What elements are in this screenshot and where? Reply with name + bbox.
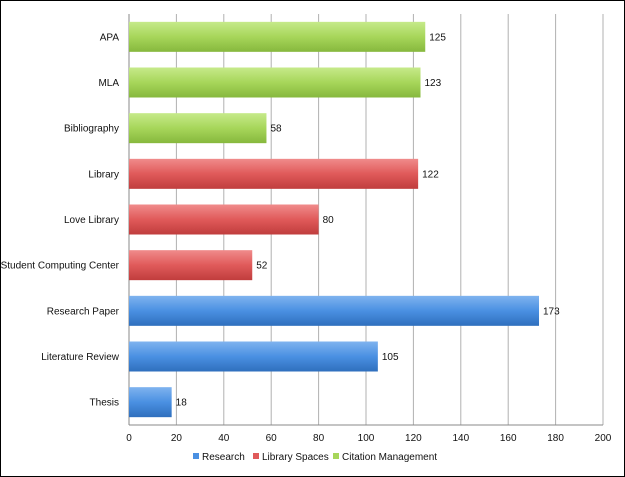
category-label: Library xyxy=(88,169,119,180)
data-label: 18 xyxy=(176,398,188,409)
x-tick-label: 140 xyxy=(452,433,469,444)
bar xyxy=(129,21,426,52)
x-tick-label: 160 xyxy=(500,433,517,444)
legend-label: Library Spaces xyxy=(262,452,329,463)
legend-swatch xyxy=(333,453,339,459)
bars xyxy=(129,21,540,418)
legend-swatch xyxy=(253,453,259,459)
bar xyxy=(129,113,267,144)
category-label: APA xyxy=(100,32,120,43)
x-tick-label: 20 xyxy=(171,433,183,444)
category-label: Student Computing Center xyxy=(1,261,120,272)
data-label: 80 xyxy=(323,215,335,226)
bar xyxy=(129,387,172,418)
legend-label: Citation Management xyxy=(342,452,437,463)
bar xyxy=(129,158,419,189)
bar xyxy=(129,250,253,281)
bar xyxy=(129,67,421,98)
data-label: 123 xyxy=(425,78,442,89)
legend-label: Research xyxy=(202,452,245,463)
x-tick-label: 60 xyxy=(266,433,278,444)
data-label: 173 xyxy=(543,306,560,317)
x-tick-label: 40 xyxy=(218,433,230,444)
category-label: Thesis xyxy=(90,398,119,409)
x-axis-ticks: 0 20 40 60 80 100 120 140 160 180 200 xyxy=(126,433,612,444)
category-label: Love Library xyxy=(64,215,119,226)
x-tick-label: 200 xyxy=(595,433,612,444)
x-tick-label: 0 xyxy=(126,433,132,444)
data-label: 122 xyxy=(422,169,439,180)
x-tick-label: 120 xyxy=(405,433,422,444)
data-label: 125 xyxy=(429,32,446,43)
bar xyxy=(129,295,540,326)
category-label: Research Paper xyxy=(47,306,120,317)
category-label: Literature Review xyxy=(41,352,120,363)
x-tick-label: 180 xyxy=(547,433,564,444)
bar xyxy=(129,341,378,372)
category-label: MLA xyxy=(98,78,119,89)
category-labels: APA 125 MLA 123 Bibliography 58 Library 122 Love… xyxy=(1,32,561,408)
x-tick-label: 100 xyxy=(358,433,375,444)
x-tick-label: 80 xyxy=(313,433,325,444)
legend: Research Library Spaces Citation Managemen… xyxy=(193,452,437,463)
data-label: 105 xyxy=(382,352,399,363)
legend-swatch xyxy=(193,453,199,459)
data-label: 58 xyxy=(270,124,282,135)
data-label: 52 xyxy=(256,261,268,272)
category-label: Bibliography xyxy=(64,124,119,135)
bar xyxy=(129,204,319,235)
